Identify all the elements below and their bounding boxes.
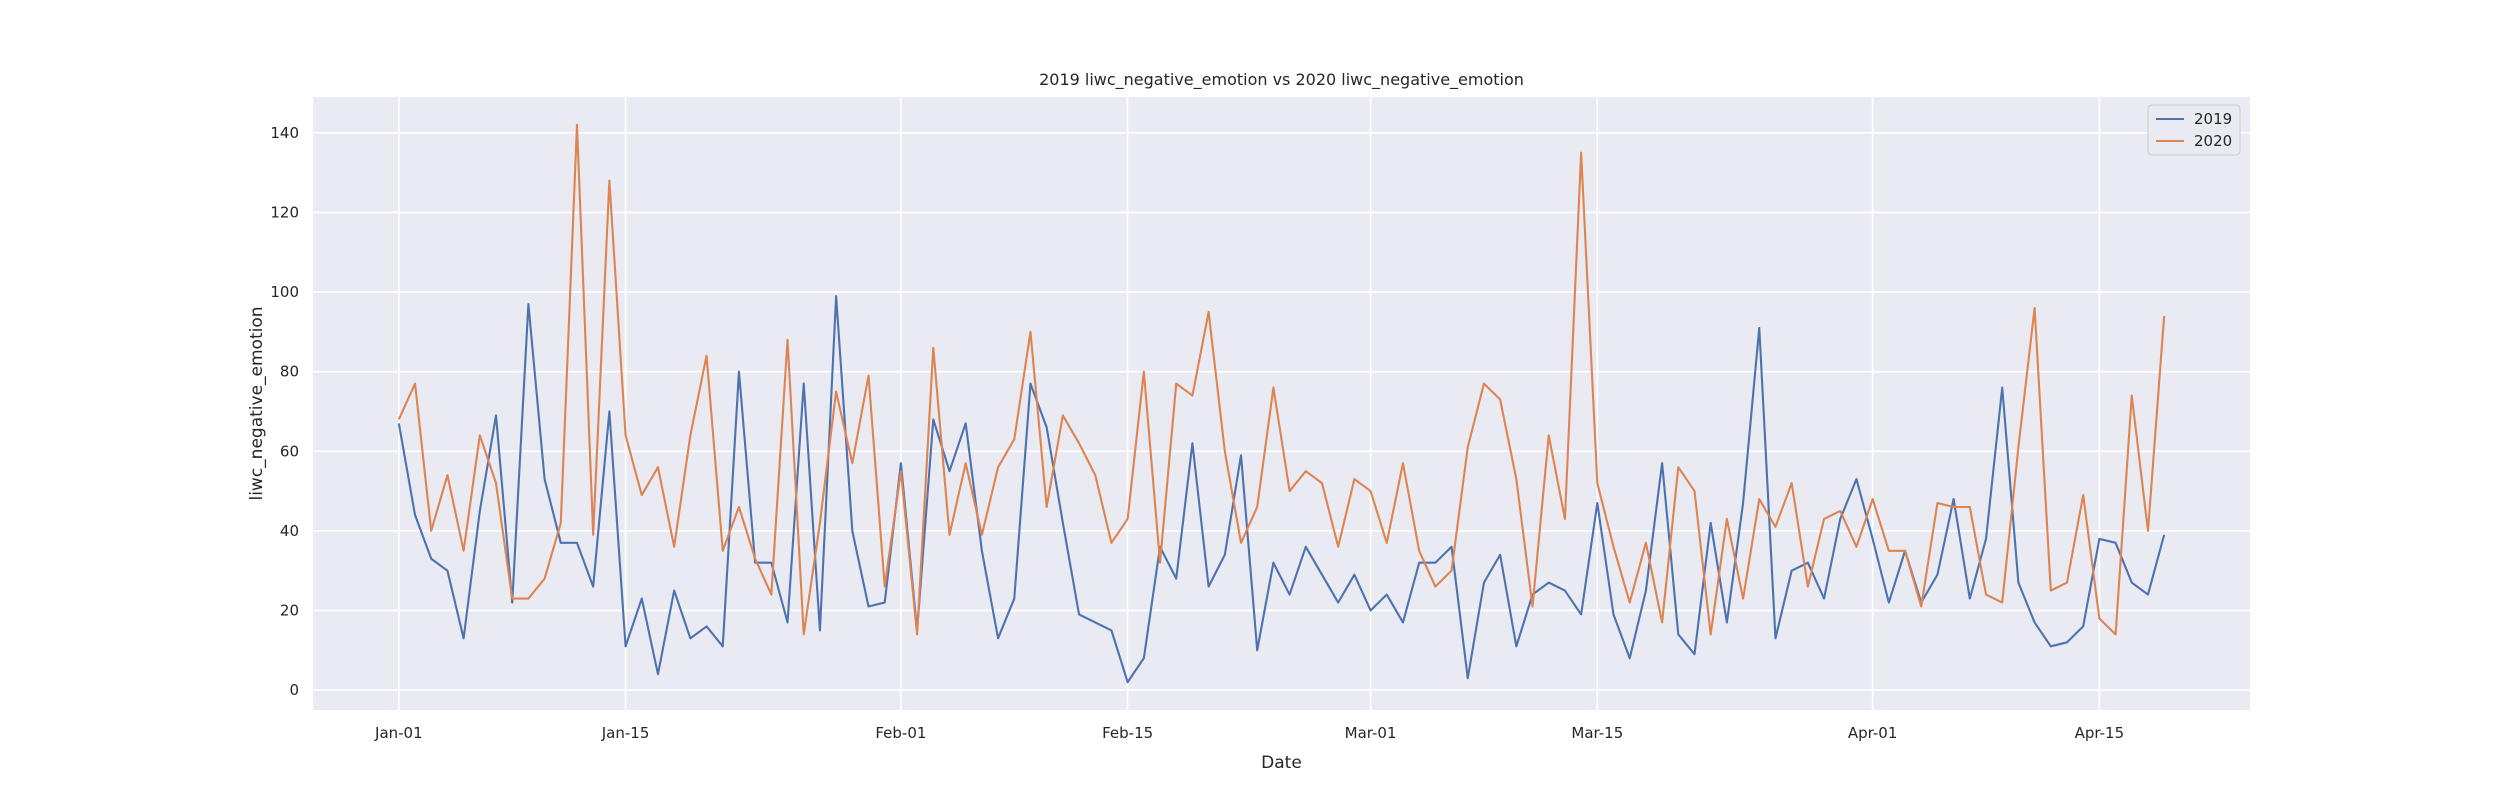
x-axis-label: Date [1261, 753, 1302, 773]
y-axis-label: liwc_negative_emotion [247, 306, 267, 500]
y-tick-label: 120 [270, 203, 299, 221]
y-tick-label: 80 [280, 363, 299, 381]
x-tick-label: Apr-01 [1848, 724, 1898, 742]
series-line-2020 [397, 123, 2166, 636]
x-tick-label: Mar-15 [1571, 724, 1623, 742]
y-tick-label: 0 [289, 681, 299, 699]
x-tick-label: Apr-15 [2075, 724, 2125, 742]
x-tick-label: Feb-01 [875, 724, 926, 742]
y-tick-label: 60 [280, 442, 299, 460]
grid-lines [313, 97, 2250, 710]
y-tick-label: 140 [270, 124, 299, 142]
y-tick-label: 40 [280, 522, 299, 540]
plot-background [313, 97, 2250, 710]
x-tick-label: Mar-01 [1345, 724, 1397, 742]
series-line-2019 [397, 294, 2166, 684]
x-tick-label: Jan-15 [601, 724, 650, 742]
legend-box [2147, 104, 2241, 156]
y-tick-label: 20 [280, 601, 299, 619]
legend: 2019 2020 [2147, 104, 2241, 156]
chart-title: 2019 liwc_negative_emotion vs 2020 liwc_… [1039, 70, 1524, 90]
legend-label-2020: 2020 [2194, 132, 2232, 150]
legend-label-2019: 2019 [2194, 110, 2232, 128]
x-tick-label: Jan-01 [374, 724, 423, 742]
x-tick-label: Feb-15 [1102, 724, 1153, 742]
series-lines [397, 123, 2166, 684]
y-tick-label: 100 [270, 283, 299, 301]
tick-labels: Jan-01 Jan-15 Feb-01 Feb-15 Mar-01 Mar-15 Apr-… [270, 124, 2124, 742]
